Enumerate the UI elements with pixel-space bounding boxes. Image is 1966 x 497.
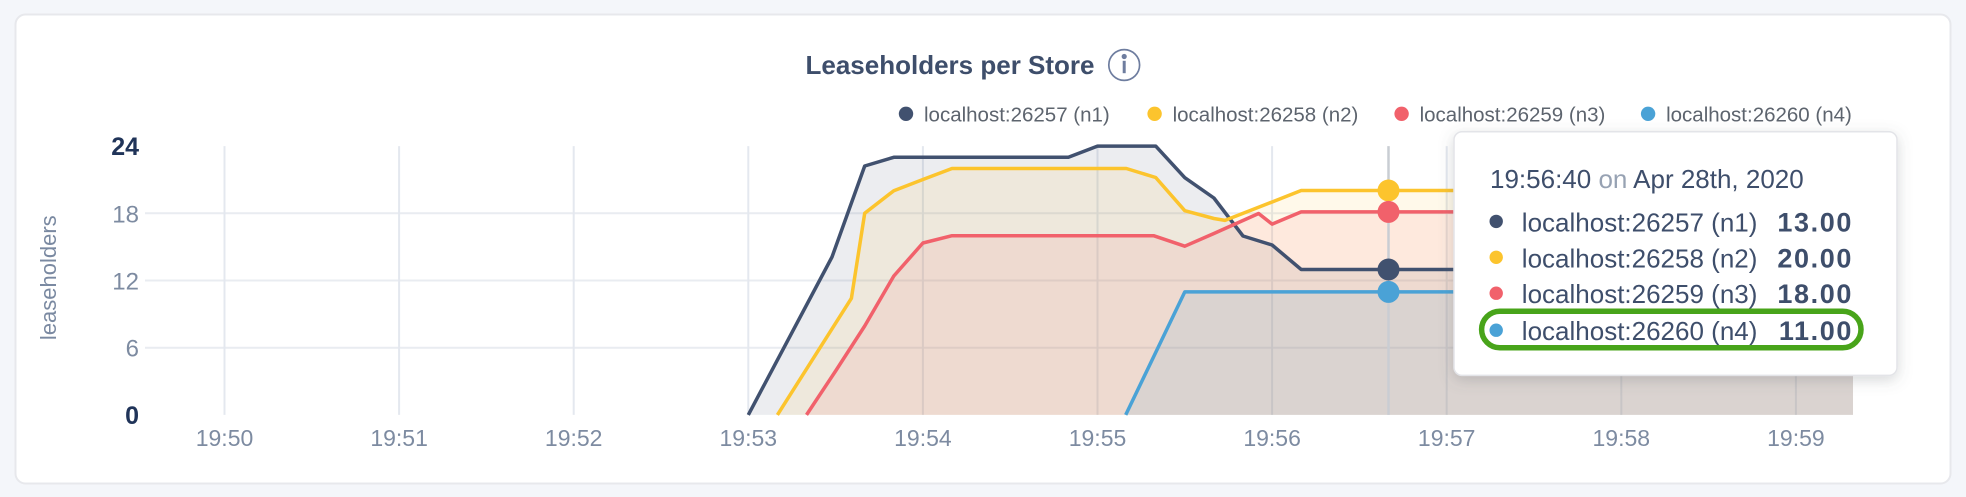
svg-text:leaseholders: leaseholders — [36, 215, 61, 340]
svg-text:11.00: 11.00 — [1779, 316, 1853, 346]
svg-text:localhost:26259 (n3): localhost:26259 (n3) — [1420, 103, 1606, 126]
svg-text:0: 0 — [125, 402, 139, 430]
svg-text:13.00: 13.00 — [1777, 207, 1853, 237]
svg-text:localhost:26258 (n2): localhost:26258 (n2) — [1173, 103, 1359, 126]
svg-text:19:59: 19:59 — [1767, 425, 1825, 451]
svg-text:18.00: 18.00 — [1777, 279, 1853, 309]
svg-text:19:58: 19:58 — [1593, 425, 1651, 451]
svg-text:localhost:26260 (n4): localhost:26260 (n4) — [1666, 103, 1852, 126]
svg-text:localhost:26257 (n1): localhost:26257 (n1) — [924, 103, 1110, 126]
svg-text:19:55: 19:55 — [1069, 425, 1127, 451]
svg-text:19:50: 19:50 — [196, 425, 254, 451]
svg-text:19:57: 19:57 — [1418, 425, 1476, 451]
svg-text:19:51: 19:51 — [370, 425, 428, 451]
svg-text:20.00: 20.00 — [1777, 243, 1853, 273]
svg-text:6: 6 — [126, 336, 139, 363]
svg-text:12: 12 — [112, 269, 139, 296]
svg-text:localhost:26257 (n1): localhost:26257 (n1) — [1522, 207, 1758, 237]
svg-text:localhost:26259 (n3): localhost:26259 (n3) — [1522, 279, 1758, 309]
svg-text:localhost:26260 (n4): localhost:26260 (n4) — [1522, 316, 1758, 346]
svg-text:19:56: 19:56 — [1243, 425, 1301, 451]
svg-text:localhost:26258 (n2): localhost:26258 (n2) — [1522, 243, 1758, 273]
svg-text:24: 24 — [111, 133, 139, 161]
svg-text:19:53: 19:53 — [720, 425, 778, 451]
svg-text:18: 18 — [112, 201, 139, 228]
svg-text:19:52: 19:52 — [545, 425, 603, 451]
svg-text:Leaseholders per Store: Leaseholders per Store — [806, 50, 1095, 80]
svg-text:19:56:40 on Apr 28th, 2020: 19:56:40 on Apr 28th, 2020 — [1490, 164, 1804, 194]
svg-text:19:54: 19:54 — [894, 425, 952, 451]
